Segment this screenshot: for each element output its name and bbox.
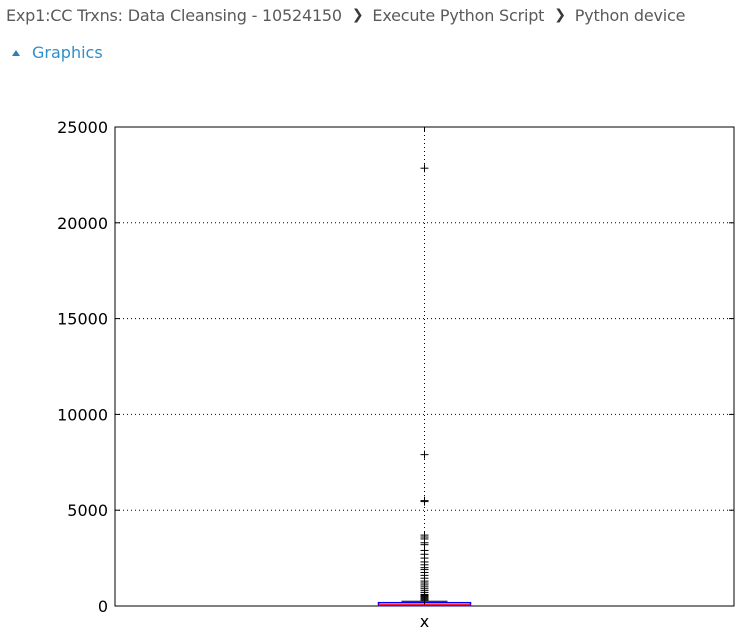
breadcrumb-item-module[interactable]: Execute Python Script: [372, 5, 545, 25]
outlier-point: [420, 450, 429, 459]
y-tick-label: 20000: [57, 214, 108, 233]
y-tick-label: 5000: [67, 501, 108, 520]
y-tick-label: 15000: [57, 310, 108, 329]
outlier-point: [420, 596, 429, 605]
y-tick-label: 0: [98, 597, 108, 616]
breadcrumb-item-experiment[interactable]: Exp1:CC Trxns: Data Cleansing - 10524150: [6, 5, 342, 25]
x-tick-label: x: [420, 612, 429, 631]
breadcrumb-item-output: Python device: [574, 5, 686, 25]
outlier-point: [420, 164, 429, 173]
chevron-right-icon: ❯: [554, 7, 566, 23]
caret-expanded-icon: [12, 50, 20, 56]
y-tick-label: 25000: [57, 118, 108, 137]
y-tick-label: 10000: [57, 405, 108, 424]
outlier-point: [420, 497, 429, 506]
chevron-right-icon: ❯: [351, 7, 364, 23]
graphics-section-toggle[interactable]: Graphics: [12, 43, 103, 62]
graphics-section-label: Graphics: [32, 43, 103, 62]
breadcrumb: Exp1:CC Trxns: Data Cleansing - 10524150…: [6, 4, 685, 26]
